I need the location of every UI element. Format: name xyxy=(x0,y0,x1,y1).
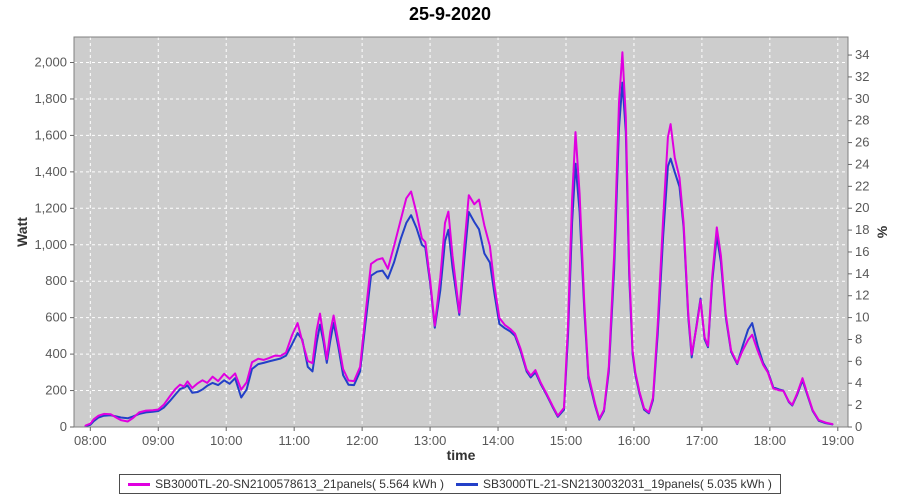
y-axis-right-label: % xyxy=(874,225,890,239)
legend-label-inverter-21: SB3000TL-21-SN2130032031_19panels( 5.035… xyxy=(483,477,772,491)
legend-item-inverter-21: SB3000TL-21-SN2130032031_19panels( 5.035… xyxy=(456,477,772,491)
svg-text:28: 28 xyxy=(855,113,869,128)
chart-title: 25-9-2020 xyxy=(408,4,492,24)
legend-label-inverter-20: SB3000TL-20-SN2100578613_21panels( 5.564… xyxy=(155,477,444,491)
svg-text:11:00: 11:00 xyxy=(278,433,310,448)
svg-text:14: 14 xyxy=(855,266,869,281)
legend-line-swatch-magenta xyxy=(128,482,151,486)
svg-text:4: 4 xyxy=(855,375,862,390)
svg-text:24: 24 xyxy=(855,156,869,171)
svg-text:200: 200 xyxy=(45,383,67,398)
svg-text:1,000: 1,000 xyxy=(34,237,67,252)
svg-text:12:00: 12:00 xyxy=(346,433,379,448)
legend-box: SB3000TL-20-SN2100578613_21panels( 5.564… xyxy=(119,474,781,494)
legend-item-inverter-20: SB3000TL-20-SN2100578613_21panels( 5.564… xyxy=(128,477,444,491)
svg-text:1,800: 1,800 xyxy=(34,91,67,106)
svg-text:0: 0 xyxy=(60,419,67,434)
svg-text:09:00: 09:00 xyxy=(142,433,175,448)
svg-text:20: 20 xyxy=(855,200,869,215)
svg-text:30: 30 xyxy=(855,91,869,106)
x-axis-label: time xyxy=(446,447,476,463)
gridlines xyxy=(74,37,848,427)
svg-text:0: 0 xyxy=(855,419,862,434)
svg-text:800: 800 xyxy=(45,273,67,288)
svg-text:17:00: 17:00 xyxy=(686,433,719,448)
svg-text:14:00: 14:00 xyxy=(482,433,515,448)
svg-text:1,200: 1,200 xyxy=(34,200,67,215)
axis-ticks xyxy=(70,54,852,431)
svg-text:600: 600 xyxy=(45,310,67,325)
svg-text:2,000: 2,000 xyxy=(34,55,67,70)
svg-text:1,600: 1,600 xyxy=(34,127,67,142)
y-axis-left-label: Watt xyxy=(14,217,30,247)
svg-text:18:00: 18:00 xyxy=(754,433,787,448)
svg-text:8: 8 xyxy=(855,331,862,346)
svg-text:400: 400 xyxy=(45,346,67,361)
svg-text:13:00: 13:00 xyxy=(414,433,447,448)
svg-text:19:00: 19:00 xyxy=(822,433,855,448)
axis-tick-labels: 02004006008001,0001,2001,4001,6001,8002,… xyxy=(34,47,869,448)
svg-text:15:00: 15:00 xyxy=(550,433,583,448)
svg-text:34: 34 xyxy=(855,47,869,62)
legend-line-swatch-blue xyxy=(456,482,478,486)
svg-text:10: 10 xyxy=(855,310,869,325)
svg-text:26: 26 xyxy=(855,135,869,150)
svg-text:2: 2 xyxy=(855,397,862,412)
svg-text:12: 12 xyxy=(855,288,869,303)
svg-text:10:00: 10:00 xyxy=(210,433,243,448)
svg-text:32: 32 xyxy=(855,69,869,84)
svg-text:16: 16 xyxy=(855,244,869,259)
svg-text:1,400: 1,400 xyxy=(34,164,67,179)
series-line-1 xyxy=(84,51,834,427)
plot-area xyxy=(74,37,848,427)
svg-text:08:00: 08:00 xyxy=(74,433,107,448)
legend-row: SB3000TL-20-SN2100578613_21panels( 5.564… xyxy=(0,474,900,494)
svg-text:6: 6 xyxy=(855,353,862,368)
svg-text:18: 18 xyxy=(855,222,869,237)
plot-border xyxy=(73,36,849,428)
svg-text:22: 22 xyxy=(855,178,869,193)
svg-text:16:00: 16:00 xyxy=(618,433,651,448)
